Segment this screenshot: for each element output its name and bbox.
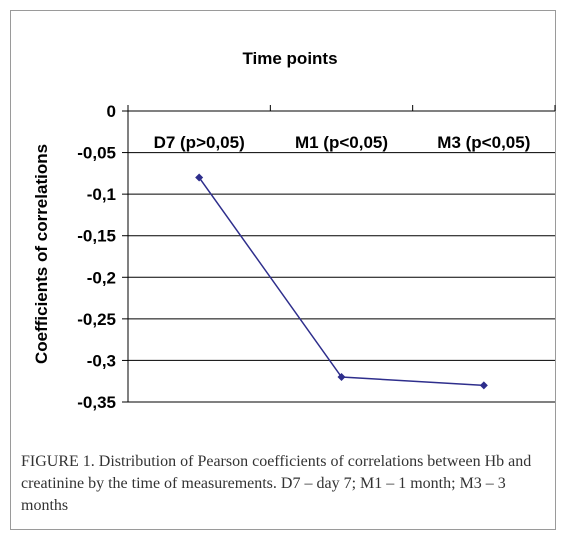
y-tick-label: -0,1 — [87, 185, 116, 204]
axes — [122, 105, 556, 403]
data-point-marker — [195, 173, 204, 182]
y-tick-label: -0,2 — [87, 268, 116, 287]
y-tick-label: -0,35 — [77, 393, 116, 412]
y-tick-labels: 0 -0,05 -0,1 -0,15 -0,2 -0,25 -0,3 -0,35 — [77, 102, 116, 412]
data-point-marker — [479, 381, 488, 390]
data-point-marker — [337, 373, 346, 382]
y-tick-label: -0,3 — [87, 351, 116, 370]
figure-caption: FIGURE 1. Distribution of Pearson coeffi… — [21, 453, 532, 514]
series-line — [198, 177, 484, 387]
y-tick-label: -0,05 — [77, 144, 116, 163]
x-tick-label: M1 (p<0,05) — [295, 133, 388, 152]
series-group — [195, 173, 488, 390]
y-tick-label: 0 — [107, 102, 116, 121]
gridlines — [128, 152, 555, 403]
x-tick-labels: D7 (p>0,05) M1 (p<0,05) M3 (p<0,05) — [154, 133, 531, 152]
x-tick-label: D7 (p>0,05) — [154, 133, 245, 152]
x-tick-label: M3 (p<0,05) — [437, 133, 530, 152]
y-tick-label: -0,25 — [77, 310, 116, 329]
y-axis-label: Coefficients of correlations — [32, 144, 51, 364]
figure-frame — [10, 10, 556, 530]
chart-title: Time points — [242, 49, 337, 68]
y-tick-label: -0,15 — [77, 227, 116, 246]
